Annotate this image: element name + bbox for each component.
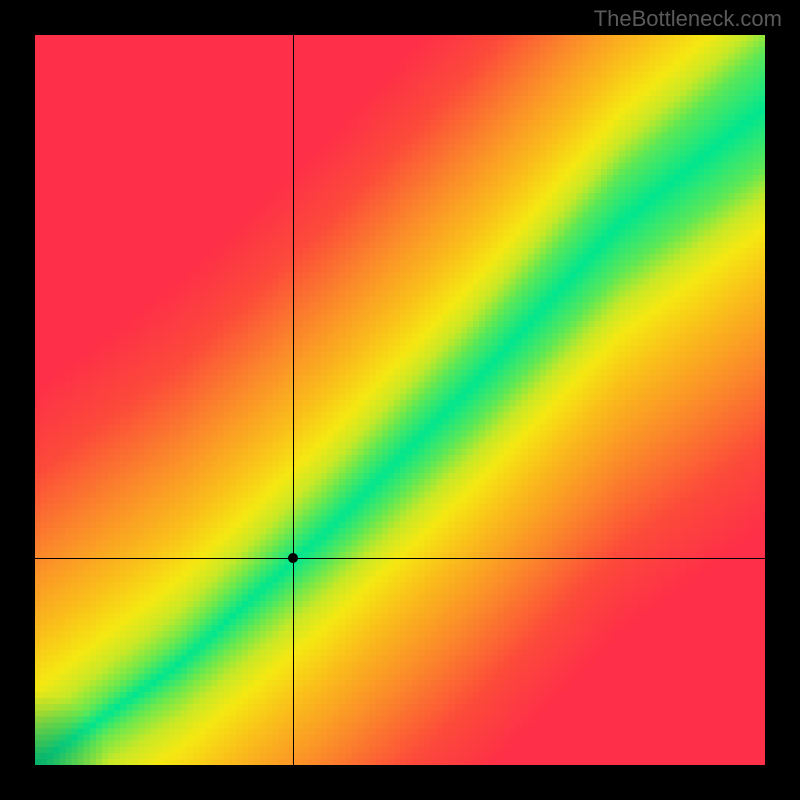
chart-container: TheBottleneck.com [0,0,800,800]
plot-area [35,35,765,765]
heatmap-canvas [35,35,765,765]
watermark-text: TheBottleneck.com [594,6,782,32]
